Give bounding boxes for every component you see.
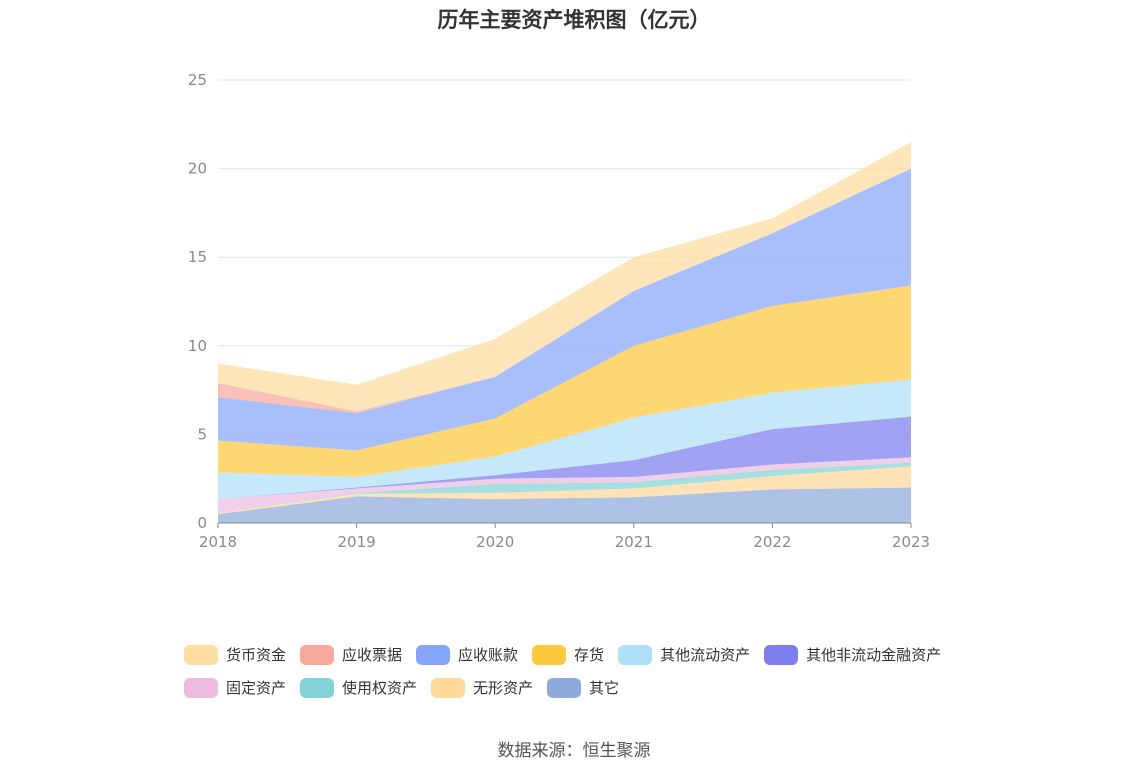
legend-label: 应收账款: [458, 646, 519, 664]
area-series: [218, 462, 911, 514]
area-series: [218, 379, 911, 500]
legend-item[interactable]: 使用权资产: [300, 677, 417, 698]
area-series: [218, 168, 911, 451]
y-tick-label: 25: [188, 71, 207, 89]
stacked-area-chart: 0 5 10 15 20 25 2018 2019 2020 2021 2022 2023: [188, 71, 930, 551]
y-tick-label: 5: [197, 425, 207, 443]
y-tick-label: 10: [188, 337, 207, 355]
x-tick-label: 2022: [753, 533, 791, 551]
legend-label: 使用权资产: [342, 679, 418, 697]
legend-swatch: [184, 677, 218, 698]
y-tick-label: 20: [188, 160, 207, 178]
legend-item[interactable]: 其他流动资产: [618, 644, 750, 665]
area-series: [218, 142, 911, 412]
legend-swatch: [416, 644, 451, 665]
x-tick-label: 2020: [476, 533, 514, 551]
y-tick-label: 15: [188, 248, 207, 266]
x-tick-label: 2023: [892, 533, 930, 551]
legend-item[interactable]: 其它: [547, 677, 619, 698]
legend-swatch: [300, 677, 335, 698]
legend-label: 其它: [589, 679, 620, 697]
legend-swatch: [300, 644, 335, 665]
legend-item[interactable]: 存货: [532, 644, 604, 665]
legend-item[interactable]: 其他非流动金融资产: [764, 644, 941, 665]
legend-label: 无形资产: [473, 679, 534, 697]
legend-swatch: [431, 677, 466, 698]
legend-item[interactable]: 无形资产: [431, 677, 533, 698]
legend-swatch: [547, 677, 582, 698]
area-series: [218, 416, 911, 500]
legend-label: 其他流动资产: [660, 646, 751, 664]
legend-item[interactable]: 应收票据: [300, 644, 402, 665]
legend-row: 固定资产 使用权资产 无形资产 其它: [184, 671, 1004, 704]
legend-label: 固定资产: [226, 679, 287, 697]
area-series: [218, 457, 911, 514]
x-tick-label: 2018: [199, 533, 237, 551]
legend-item[interactable]: 固定资产: [184, 677, 286, 698]
area-series: [218, 285, 911, 477]
legend-swatch: [532, 644, 567, 665]
legend-label: 货币资金: [226, 646, 287, 664]
y-tick-label: 0: [197, 514, 207, 532]
legend-label: 其他非流动金融资产: [806, 646, 942, 664]
legend-item[interactable]: 应收账款: [416, 644, 518, 665]
legend-label: 应收票据: [342, 646, 403, 664]
legend-swatch: [764, 644, 799, 665]
area-series: [218, 487, 911, 523]
legend-label: 存货: [574, 646, 605, 664]
x-tick-label: 2021: [615, 533, 653, 551]
legend-swatch: [618, 644, 653, 665]
x-tick-label: 2019: [338, 533, 376, 551]
legend-item[interactable]: 货币资金: [184, 644, 286, 665]
data-source-note: 数据来源：恒生聚源: [497, 741, 651, 761]
legend-swatch: [184, 644, 218, 665]
chart-legend: 货币资金 应收票据 应收账款 存货 其他流动资产 其他非流动金融资产固定资产 使用权资产 无形…: [184, 638, 1004, 704]
chart-title: 历年主要资产堆积图（亿元）: [437, 8, 711, 32]
legend-row: 货币资金 应收票据 应收账款 存货 其他流动资产 其他非流动金融资产: [184, 638, 1004, 671]
